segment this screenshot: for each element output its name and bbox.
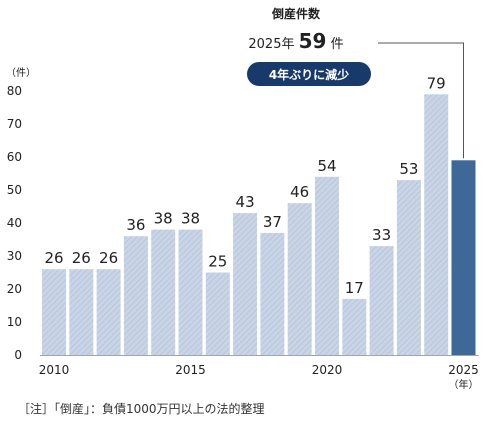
data-label-2012: 26 bbox=[99, 249, 118, 267]
data-label-2020: 54 bbox=[317, 157, 336, 175]
data-label-2011: 26 bbox=[72, 249, 91, 267]
highlight-year: 2025年 bbox=[248, 37, 298, 52]
x-tick-label: 2020 bbox=[312, 363, 343, 377]
highlight-unit: 件 bbox=[326, 37, 343, 52]
highlight-value-text: 2025年 59 件 bbox=[248, 29, 343, 53]
x-axis: 2010 2015 2020 2025（年） bbox=[39, 355, 479, 391]
data-label-2014: 38 bbox=[154, 210, 173, 228]
callout: 倒産件数 2025年 59 件 4年ぶりに減少 bbox=[247, 6, 464, 159]
bar-2014 bbox=[151, 229, 176, 355]
y-tick-label: 70 bbox=[7, 117, 22, 131]
data-label-2016: 25 bbox=[208, 253, 227, 271]
data-label-2021: 17 bbox=[345, 279, 364, 297]
chart-title: 倒産件数 bbox=[271, 6, 321, 21]
bar-2020 bbox=[315, 176, 339, 355]
footnote: ［注］「倒産」：負債1000万円以上の法的整理 bbox=[18, 402, 265, 416]
bar-2023 bbox=[396, 180, 421, 355]
bar-2016 bbox=[205, 272, 230, 355]
data-label-2010: 26 bbox=[44, 249, 63, 267]
bar-2019 bbox=[287, 203, 312, 355]
bar-2015 bbox=[178, 229, 203, 355]
callout-connector-line bbox=[378, 42, 464, 159]
y-tick-label: 10 bbox=[7, 315, 22, 329]
bar-2011 bbox=[69, 269, 94, 355]
bar-2010 bbox=[42, 269, 66, 355]
data-label-2023: 53 bbox=[399, 160, 418, 178]
data-labels: 26 26 26 36 38 38 25 43 37 46 54 17 33 53 79 bbox=[44, 74, 445, 297]
data-label-2013: 36 bbox=[126, 216, 145, 234]
y-tick-label: 30 bbox=[7, 249, 22, 263]
y-tick-label: 40 bbox=[7, 216, 22, 230]
x-tick-label: 2010 bbox=[39, 363, 70, 377]
bar-2022 bbox=[369, 246, 394, 355]
highlight-value: 59 bbox=[299, 29, 327, 53]
x-tick-label: 2025 bbox=[448, 363, 479, 377]
bar-2024 bbox=[424, 94, 449, 356]
y-unit-label: （件） bbox=[6, 67, 36, 79]
bar-2025 bbox=[451, 160, 476, 355]
y-tick-label: 60 bbox=[7, 150, 22, 164]
data-label-2019: 46 bbox=[290, 183, 309, 201]
y-tick-label: 0 bbox=[14, 348, 22, 362]
data-label-2015: 38 bbox=[181, 210, 200, 228]
highlight-badge-text: 4年ぶりに減少 bbox=[269, 67, 349, 82]
bar-2018 bbox=[260, 232, 285, 355]
data-label-2024: 79 bbox=[427, 74, 446, 92]
data-label-2017: 43 bbox=[236, 193, 255, 211]
data-label-2022: 33 bbox=[372, 226, 391, 244]
bar-2012 bbox=[96, 269, 121, 355]
y-tick-label: 50 bbox=[7, 183, 22, 197]
y-tick-label: 20 bbox=[7, 282, 22, 296]
x-tick-label: 2015 bbox=[175, 363, 206, 377]
data-label-2018: 37 bbox=[263, 213, 282, 231]
bar-2013 bbox=[123, 236, 148, 355]
bar-2017 bbox=[233, 213, 258, 355]
y-tick-label: 80 bbox=[7, 84, 22, 98]
y-axis: 0 10 20 30 40 50 60 70 80 （件） bbox=[6, 67, 36, 362]
bars bbox=[42, 94, 476, 356]
x-unit-label: （年） bbox=[449, 378, 479, 391]
bar-2021 bbox=[342, 298, 367, 355]
highlight-badge bbox=[247, 62, 371, 86]
